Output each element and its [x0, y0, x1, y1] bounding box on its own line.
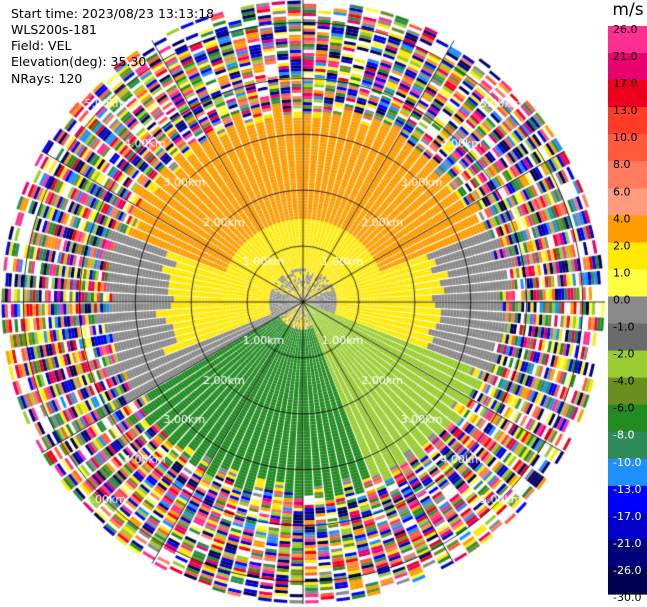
- colorbar-bin: [608, 458, 647, 487]
- colorbar-tick-label: 21.0: [613, 50, 638, 63]
- colorbar-tick-label: -6.0: [613, 402, 634, 415]
- colorbar-bin: [608, 80, 647, 108]
- colorbar-bin: [608, 26, 647, 54]
- colorbar-bin: [608, 107, 647, 135]
- colorbar-bin: [608, 296, 647, 325]
- colorbar-bin: [608, 215, 647, 243]
- colorbar-bin: [608, 485, 647, 514]
- colorbar-tick-label: 8.0: [613, 158, 631, 171]
- field-label: Field: VEL: [11, 38, 72, 53]
- colorbar-tick-label: -30.0: [613, 591, 641, 602]
- colorbar-bin: [608, 404, 647, 433]
- colorbar-tick-label: -10.0: [613, 456, 641, 469]
- colorbar-bin: [608, 431, 647, 460]
- colorbar-tick-label: -17.0: [613, 510, 641, 523]
- colorbar-tick-label: 10.0: [613, 131, 638, 144]
- colorbar-bin: [608, 566, 647, 595]
- colorbar-tick-label: 13.0: [613, 104, 638, 117]
- nrays-label: NRays: 120: [11, 71, 83, 86]
- colorbar-bin: [608, 188, 647, 216]
- colorbar-bin: [608, 539, 647, 568]
- colorbar-tick-label: 1.0: [613, 266, 631, 279]
- colorbar-tick-label: 17.0: [613, 77, 638, 90]
- colorbar-tick-label: -2.0: [613, 348, 634, 361]
- colorbar-tick-label: 26.0: [613, 23, 638, 36]
- colorbar-tick-label: -13.0: [613, 483, 641, 496]
- colorbar-bin: [608, 269, 647, 298]
- colorbar-bin: [608, 53, 647, 81]
- colorbar-tick-label: -1.0: [613, 321, 634, 334]
- colorbar-tick-label: 4.0: [613, 212, 631, 225]
- colorbar-title: m/s: [612, 0, 644, 20]
- colorbar-tick-label: -4.0: [613, 375, 634, 388]
- colorbar-bin: [608, 377, 647, 406]
- colorbar-bin: [608, 350, 647, 379]
- instrument-label: WLS200s-181: [11, 22, 97, 37]
- colorbar-bin: [608, 134, 647, 162]
- colorbar-tick-label: -26.0: [613, 564, 641, 577]
- colorbar-bin: [608, 512, 647, 541]
- colorbar-bin: [608, 323, 647, 352]
- elevation-label: Elevation(deg): 35.30: [11, 54, 147, 69]
- start-time-label: Start time: 2023/08/23 13:13:18: [11, 6, 215, 21]
- colorbar-tick-label: -21.0: [613, 537, 641, 550]
- colorbar-tick-label: -8.0: [613, 429, 634, 442]
- colorbar-tick-label: 0.0: [613, 293, 631, 306]
- colorbar-bin: [608, 161, 647, 189]
- colorbar-tick-label: 6.0: [613, 185, 631, 198]
- colorbar-bin: [608, 242, 647, 271]
- colorbar: 26.0 21.0 17.0 13.0 10.0 8.0 6.0 4.0 2.0 1.0 0.0 -1…: [608, 23, 647, 602]
- colorbar-tick-label: 2.0: [613, 239, 631, 252]
